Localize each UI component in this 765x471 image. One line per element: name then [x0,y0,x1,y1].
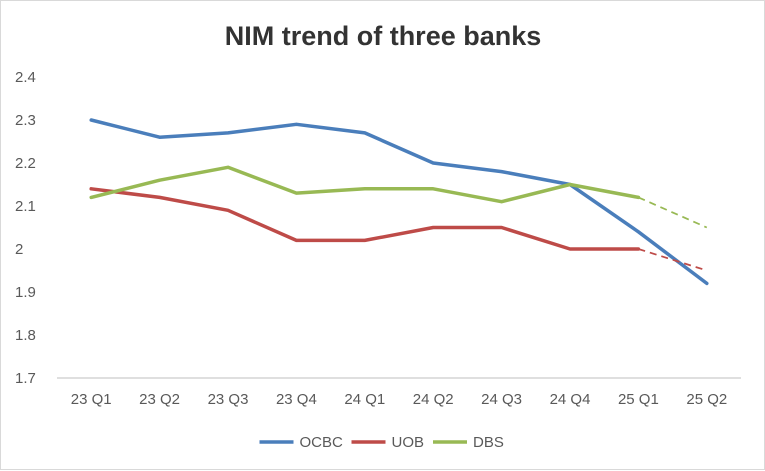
legend-label-ocbc: OCBC [300,434,344,451]
x-axis-tick-labels: 23 Q1 23 Q2 23 Q3 23 Q4 24 Q1 24 Q2 24 Q3 24 Q4… [71,391,727,408]
y-tick-label: 1.7 [15,370,36,387]
x-tick-label: 23 Q1 [71,391,112,408]
x-tick-label: 24 Q2 [413,391,454,408]
y-tick-label: 1.8 [15,327,36,344]
series-lines [89,118,709,286]
y-tick-label: 2.4 [15,69,36,86]
series-forecast-line-dbs [638,196,708,229]
x-tick-label: 24 Q3 [481,391,522,408]
x-tick-label: 23 Q4 [276,391,317,408]
y-tick-label: 1.9 [15,284,36,301]
y-tick-label: 2 [15,241,23,258]
x-tick-label: 25 Q1 [618,391,659,408]
legend-label-dbs: DBS [473,434,504,451]
series-line-uob [89,187,641,251]
x-tick-label: 23 Q2 [139,391,180,408]
x-tick-label: 25 Q2 [686,391,727,408]
series-line-dbs [89,165,641,204]
series-line-ocbc [89,118,709,286]
x-tick-label: 24 Q1 [344,391,385,408]
y-tick-label: 2.1 [15,198,36,215]
legend: OCBC UOB DBS [259,434,504,451]
x-tick-label: 23 Q3 [208,391,249,408]
y-tick-label: 2.2 [15,155,36,172]
x-tick-label: 24 Q4 [550,391,591,408]
y-tick-label: 2.3 [15,112,36,129]
chart-title: NIM trend of three banks [225,21,542,51]
legend-label-uob: UOB [392,434,425,451]
y-axis-tick-labels: 1.7 1.8 1.9 2 2.1 2.2 2.3 2.4 [15,69,36,387]
